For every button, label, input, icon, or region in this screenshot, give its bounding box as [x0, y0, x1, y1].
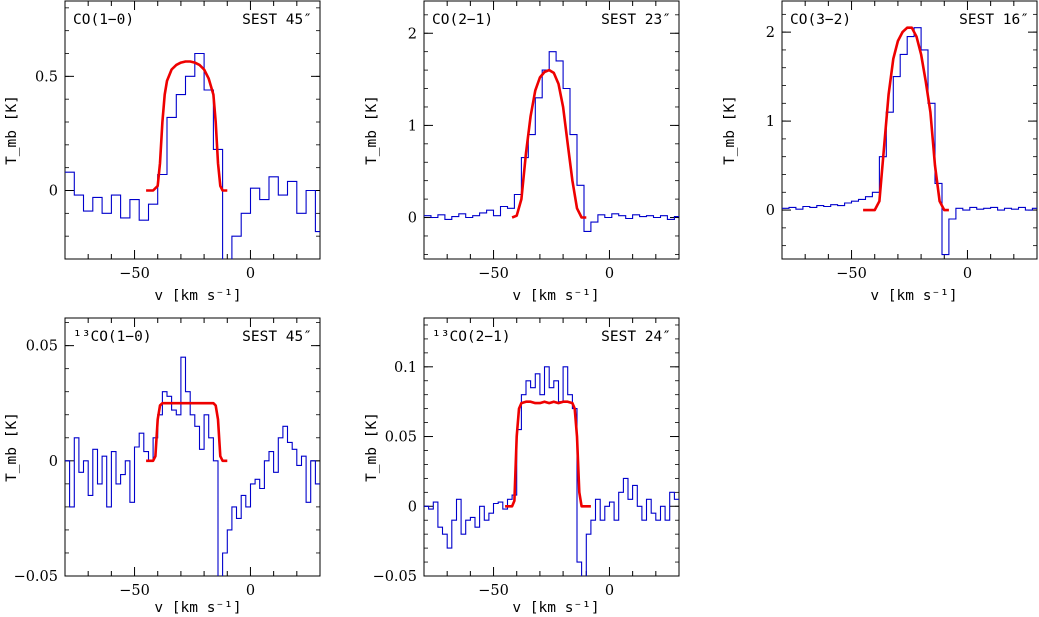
panel-co-3-2: CO(3−2) SEST 16″ v [km s⁻¹] T_mb [K] −50… [722, 0, 1038, 304]
panel-co-2-1: CO(2−1) SEST 23″ v [km s⁻¹] T_mb [K] −50… [364, 0, 680, 304]
telescope-label: SEST 16″ [959, 12, 1029, 28]
model-fit-line [146, 401, 228, 463]
y-tick-label: −0.05 [14, 569, 58, 585]
x-tick-label: 0 [963, 266, 972, 282]
panel-13co-2-1: ¹³CO(2−1) SEST 24″ v [km s⁻¹] T_mb [K] −… [364, 317, 680, 616]
y-tick-label: 0 [408, 211, 417, 227]
y-tick-label: 0 [408, 499, 417, 515]
line-label: CO(3−2) [790, 12, 851, 28]
y-tick-label: 1 [408, 118, 417, 134]
y-tick-label: 0.05 [385, 430, 417, 446]
y-axis-label: T_mb [K] [364, 95, 380, 165]
x-tick-label: −50 [478, 583, 509, 599]
y-tick-label: 2 [766, 25, 775, 41]
line-label: ¹³CO(2−1) [432, 329, 511, 345]
x-axis-label: v [km s⁻¹] [512, 600, 599, 616]
plot-frame [423, 317, 680, 577]
y-axis-label: T_mb [K] [722, 95, 738, 165]
plot-frame [64, 317, 321, 577]
spectrum-histogram [65, 52, 320, 259]
x-tick-label: −50 [478, 266, 509, 282]
x-axis-label: v [km s⁻¹] [154, 600, 241, 616]
x-tick-label: −50 [119, 583, 150, 599]
panel-co-1-0: CO(1−0) SEST 45″ v [km s⁻¹] T_mb [K] −50… [4, 0, 321, 304]
x-tick-label: 0 [605, 583, 614, 599]
x-axis-label: v [km s⁻¹] [870, 288, 957, 304]
telescope-label: SEST 23″ [601, 12, 671, 28]
y-tick-label: 0 [49, 454, 58, 470]
y-tick-label: 0 [766, 203, 775, 219]
y-axis-label: T_mb [K] [4, 95, 20, 165]
plot-frame [64, 0, 321, 260]
x-axis-label: v [km s⁻¹] [512, 288, 599, 304]
y-tick-label: 2 [408, 26, 417, 42]
y-axis-label: T_mb [K] [364, 412, 380, 482]
model-fit-line [863, 26, 949, 212]
x-tick-label: 0 [246, 266, 255, 282]
spectrum-histogram [65, 356, 320, 576]
y-tick-label: 0 [49, 184, 58, 200]
x-axis-label: v [km s⁻¹] [154, 288, 241, 304]
y-tick-label: 0.5 [35, 69, 58, 85]
panel-13co-1-0: ¹³CO(1−0) SEST 45″ v [km s⁻¹] T_mb [K] −… [4, 317, 321, 616]
x-tick-label: 0 [246, 583, 255, 599]
y-tick-label: −0.05 [373, 569, 417, 585]
x-tick-label: −50 [119, 266, 150, 282]
model-fit-line [146, 60, 228, 192]
plot-frame [781, 0, 1038, 260]
line-label: ¹³CO(1−0) [73, 329, 152, 345]
x-tick-label: −50 [836, 266, 867, 282]
spectrum-histogram [424, 366, 679, 576]
spectrum-histogram [424, 51, 679, 232]
spectrum-histogram [782, 27, 1037, 256]
line-label: CO(2−1) [432, 12, 493, 28]
y-tick-label: 0.05 [26, 339, 58, 355]
line-label: CO(1−0) [73, 12, 134, 28]
telescope-label: SEST 45″ [242, 12, 312, 28]
telescope-label: SEST 45″ [242, 329, 312, 345]
model-fit-line [505, 400, 591, 508]
plot-frame [423, 0, 680, 260]
y-tick-label: 0.1 [394, 360, 417, 376]
model-fit-line [511, 68, 587, 219]
y-axis-label: T_mb [K] [4, 412, 20, 482]
telescope-label: SEST 24″ [601, 329, 671, 345]
y-tick-label: 1 [766, 114, 775, 130]
x-tick-label: 0 [605, 266, 614, 282]
